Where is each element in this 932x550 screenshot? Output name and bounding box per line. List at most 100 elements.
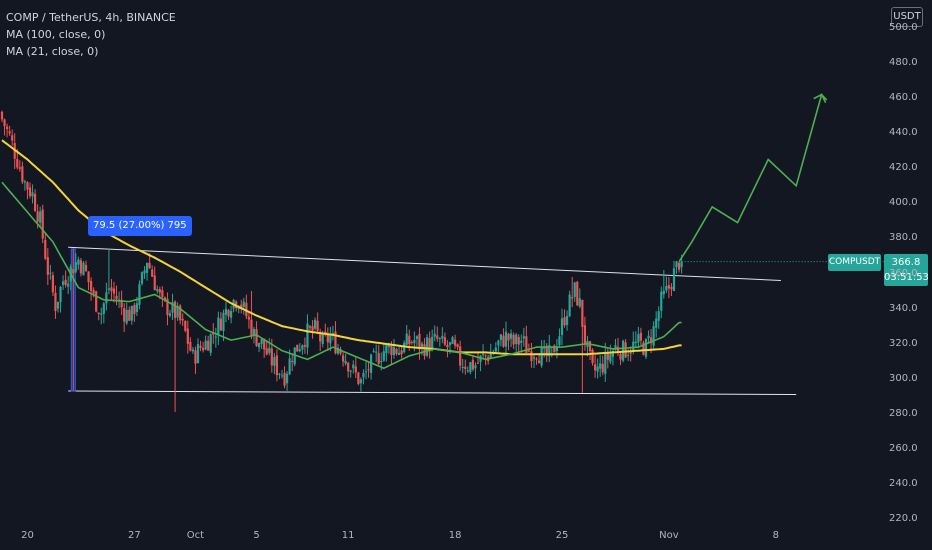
candle [637,326,640,349]
candle [56,301,60,313]
candle-body [100,313,103,315]
candle [675,260,678,274]
candle-body [428,338,431,352]
candle [672,260,676,292]
candle [31,184,34,204]
candle [555,339,559,359]
candle [291,353,294,372]
candle-body [219,318,223,331]
candle [441,327,444,344]
candle-body [446,345,449,348]
candle [599,355,602,377]
candle [156,285,159,294]
ma21-line [1,181,682,370]
candle [655,311,658,338]
time-tick-label: Oct [186,530,205,541]
candle-body [530,351,533,362]
candle [563,309,566,328]
candle [443,332,447,347]
time-tick-label: 5 [253,530,260,541]
candle [173,300,177,413]
candle-body [397,352,401,356]
candle-body [400,350,403,355]
projection-path [678,93,828,263]
price-tick-label: 340.0 [889,302,918,314]
candle-body [436,335,439,339]
candle-body [545,345,548,356]
candle-body [82,262,85,276]
candle-body [362,373,365,378]
candle-body [105,292,108,304]
candle-body [471,359,475,370]
candle [140,271,144,286]
candle [240,299,243,314]
candle-body [443,337,447,345]
time-tick-label: 11 [341,530,355,541]
candle-body [196,344,200,364]
candle [184,320,187,333]
candle [545,343,548,362]
candle-body [26,182,29,190]
currency-badge[interactable]: USDT [891,7,923,27]
candle [474,362,477,379]
candle [410,340,413,345]
candle-body [611,351,615,357]
candle-body [194,350,197,364]
candle-body [153,275,156,291]
candle-body [431,336,434,350]
candle-body [16,159,19,168]
candle [123,303,126,332]
candle [278,372,281,380]
candle-body [647,335,650,339]
candle-body [189,341,192,351]
candle-body [410,341,413,343]
price-tick-label: 480.0 [889,57,918,69]
candle-body [459,346,462,366]
candle-body [44,239,47,259]
candle-body [33,193,37,212]
ma100-line [1,139,682,356]
candle [217,311,220,345]
candle-body [316,320,319,331]
symbol-title[interactable]: COMP / TetherUS, 4h, BINANCE [6,11,176,24]
candle [644,337,648,360]
candle [145,262,149,281]
candle-body [509,333,513,339]
candle [344,353,347,366]
candle-body [303,344,307,347]
time-tick-label: 25 [555,530,569,541]
candle-body [441,335,444,339]
candle-body [61,281,65,285]
candle [97,312,100,321]
candle-body [484,355,487,357]
candle [504,321,508,356]
candle-body [637,334,640,343]
candle-body [543,347,546,349]
candle [375,344,378,362]
candle [21,161,24,185]
candle [507,332,510,351]
price-tick-label: 220.0 [889,513,918,524]
candle [33,189,37,212]
ma21-legend[interactable]: MA (21, close, 0) [6,45,99,58]
ma100-legend[interactable]: MA (100, close, 0) [6,28,106,41]
candle [313,317,317,331]
candle [418,327,421,360]
candle-body [18,167,21,169]
candle-body [84,264,88,271]
candle-body [583,325,587,345]
candle-body [229,310,233,318]
candle [469,361,472,375]
candle-body [639,332,643,341]
candle-body [278,373,281,375]
candle [306,314,309,355]
candle-body [461,366,464,368]
candle-body [255,329,258,347]
candle-body [5,126,9,129]
candle-body [285,373,289,384]
candle-body [354,366,357,373]
candle [459,340,462,371]
candle [446,340,449,358]
